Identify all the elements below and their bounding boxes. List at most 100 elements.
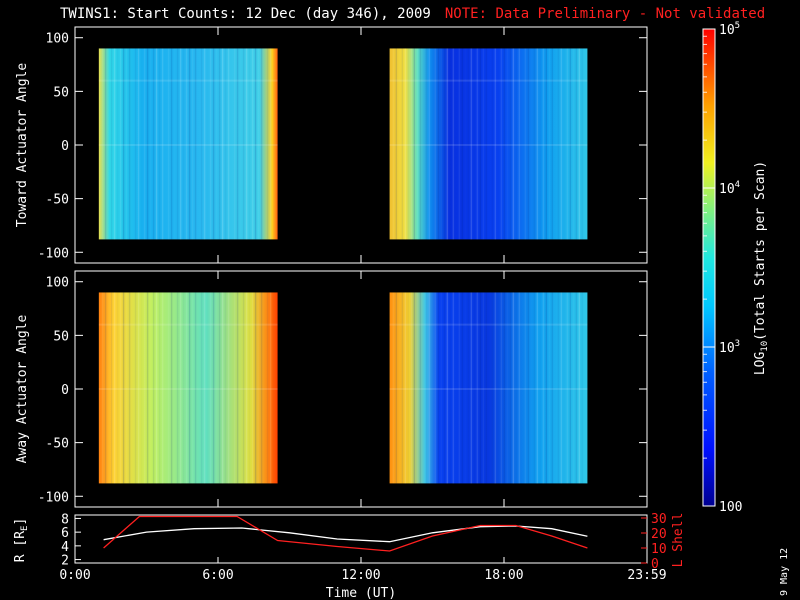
panel-toward-block-1-stripe [260, 48, 263, 240]
panel-toward-block-1-stripe [146, 48, 149, 240]
panel-toward-block-2-stripe [390, 48, 392, 239]
panel-toward-block-2-stripe [443, 48, 446, 240]
panel-away-block-1-stripe [110, 292, 113, 484]
panel-away-block-2-stripe [437, 292, 440, 484]
panel-toward-block-1-stripe [99, 48, 101, 239]
panel-away-block-2-stripe [423, 292, 425, 483]
panel-toward-block-2-stripe [509, 48, 512, 240]
panel-away-block-1-stripe [198, 292, 200, 483]
panel-toward-block-1-stripe [207, 48, 209, 239]
panel-toward-block-2-stripe [498, 48, 500, 239]
panel-away-block-1-stripe [240, 292, 242, 483]
panel-away-block-2-stripe [446, 292, 449, 484]
panel-toward-block-1-stripe [218, 48, 221, 240]
panel-away-block-1-stripe [158, 292, 161, 484]
panel-toward-block-1-stripe [128, 48, 131, 240]
panel-toward-ytick-label: 0 [61, 139, 69, 154]
panel-away-block-2-stripe [542, 292, 545, 484]
panel-away-block-1-stripe [119, 292, 122, 484]
orbit-xtick-label: 23:59 [627, 568, 666, 583]
panel-toward-block-2-stripe [512, 48, 515, 240]
panel-toward-block-1-stripe [273, 48, 275, 239]
panel-toward-block-1-stripe [216, 48, 218, 239]
panel-toward-block-2-stripe [434, 48, 437, 240]
panel-toward-block-1-stripe [209, 48, 212, 240]
panel-toward-block-2-stripe [458, 48, 461, 240]
panel-away-block-1-stripe [150, 292, 152, 483]
orbit-xtick-label: 18:00 [484, 568, 523, 583]
panel-away-block-1 [98, 292, 278, 484]
panel-toward-block-2-stripe [555, 48, 557, 239]
panel-away-block-2-hline [389, 388, 588, 390]
panel-toward-block-2-stripe [399, 48, 401, 239]
panel-away-block-1-stripe [203, 292, 206, 484]
panel-away-ytick-label: -100 [38, 490, 69, 505]
panel-toward-block-1-stripe [113, 48, 116, 240]
panel-toward-block-1-stripe [143, 48, 146, 240]
panel-away-block-1-stripe [249, 292, 251, 483]
panel-toward-block-2-stripe [560, 48, 563, 240]
orbit-left-tick-label: 4 [61, 540, 69, 555]
panel-away-block-1-stripe [152, 292, 155, 484]
panel-toward-block-1-stripe [249, 48, 251, 239]
panel-toward-block-1-stripe [227, 48, 230, 240]
panel-toward-block-2-stripe [413, 48, 416, 240]
panel-toward-block-2-stripe [470, 48, 473, 240]
panel-toward-block-1-stripe [224, 48, 227, 240]
panel-away-block-1-stripe [188, 292, 191, 484]
panel-toward-block-2-stripe [557, 48, 560, 240]
panel-away-block-1-hline [98, 388, 278, 390]
panel-away-block-2 [389, 292, 588, 484]
panel-away-block-2-stripe [551, 292, 554, 484]
panel-toward-block-1-stripe [245, 48, 248, 240]
orbit-left-tick-label: 2 [61, 554, 69, 569]
panel-away-block-2-stripe [449, 292, 452, 484]
panel-toward-block-2-stripe [518, 48, 521, 240]
panel-toward-block-1-stripe [158, 48, 161, 240]
panel-away-block-1-stripe [101, 292, 104, 484]
panel-toward-block-2-stripe [536, 48, 539, 240]
panel-away-block-1-stripe [245, 292, 248, 484]
panel-away-block-2-stripe [548, 292, 551, 484]
panel-away-block-1-stripe [221, 292, 224, 484]
panel-away: 100 50 0 -50 -100 Away Actuator Angle [15, 270, 648, 508]
panel-toward: 100 50 0 -50 -100 Toward Actuator Angle [15, 26, 648, 264]
panel-toward-block-2-stripe [482, 48, 485, 240]
panel-orbit-lines [103, 515, 588, 552]
panel-away-ytick-label: 50 [53, 329, 69, 344]
panel-orbit-left-label: R [RE] [13, 518, 30, 563]
panel-toward-block-2-stripe [564, 48, 566, 239]
panel-toward-block-1-stripe [122, 48, 125, 240]
panel-toward-ytick-label: -100 [38, 246, 69, 261]
panel-toward-block-1-stripe [254, 48, 257, 240]
panel-away-block-2-stripe [392, 292, 395, 484]
panel-away-block-1-stripe [224, 292, 227, 484]
panel-toward-block-1-stripe [191, 48, 194, 240]
panel-away-block-2-stripe [470, 292, 473, 484]
panel-toward-block-2-stripe [452, 48, 455, 240]
panel-toward-block-2-stripe [575, 48, 578, 240]
panel-toward-block-1-stripe [101, 48, 104, 240]
panel-toward-block-1-stripe [104, 48, 107, 240]
panel-toward-block-2-stripe [540, 48, 542, 239]
panel-away-block-1-stripe [191, 292, 194, 484]
orbit-xtick-label: 12:00 [341, 568, 380, 583]
panel-toward-block-2-stripe [410, 48, 413, 240]
panel-toward-block-1-stripe [132, 48, 134, 239]
panel-toward-block-1-stripe [125, 48, 128, 240]
panel-away-block-1-stripe [183, 292, 185, 483]
panel-away-block-2-stripe [428, 292, 431, 484]
panel-away-block-2-stripe [531, 292, 533, 483]
panel-toward-block-2-stripe [485, 48, 488, 240]
panel-away-block-1-stripe [227, 292, 230, 484]
panel-toward-block-2-stripe [569, 48, 572, 240]
panel-away-block-2-stripe [479, 292, 482, 484]
orbit-xtick-label: 0:00 [59, 568, 90, 583]
panel-away-block-2-stripe [569, 292, 572, 484]
panel-away-block-1-stripe [216, 292, 218, 483]
panel-away-ticks: 100 50 0 -50 -100 [38, 271, 648, 507]
panel-toward-block-2-stripe [432, 48, 434, 239]
panel-toward-block-2-stripe [441, 48, 443, 239]
panel-away-block-1-stripe [200, 292, 203, 484]
panel-toward-ylabel: Toward Actuator Angle [15, 63, 30, 228]
